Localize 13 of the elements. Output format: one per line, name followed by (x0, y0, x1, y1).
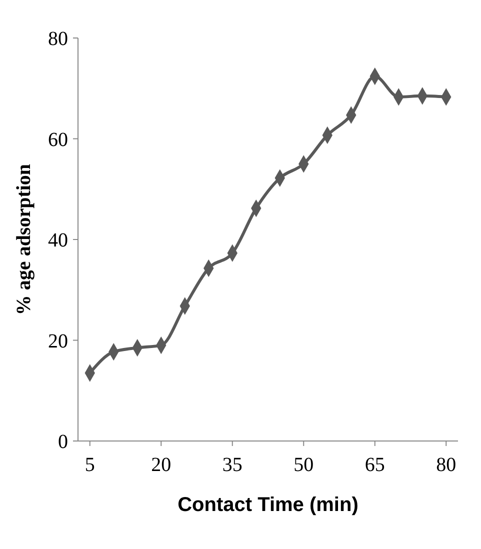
x-tick-label: 80 (436, 454, 456, 476)
y-tick-label: 60 (48, 128, 68, 151)
y-axis-title: % age adsorption (13, 164, 35, 316)
x-tick-label: 5 (84, 454, 95, 476)
x-tick-label: 20 (151, 454, 172, 476)
x-tick-label: 50 (294, 454, 314, 476)
x-tick-label: 65 (364, 454, 385, 476)
x-tick-label: 35 (222, 454, 242, 476)
y-tick-label: 40 (48, 230, 68, 252)
y-tick-label: 80 (48, 28, 68, 50)
x-axis-title: Contact Time (min) (178, 494, 358, 516)
y-tick-label: 0 (58, 431, 68, 453)
y-tick-label: 20 (48, 330, 68, 352)
